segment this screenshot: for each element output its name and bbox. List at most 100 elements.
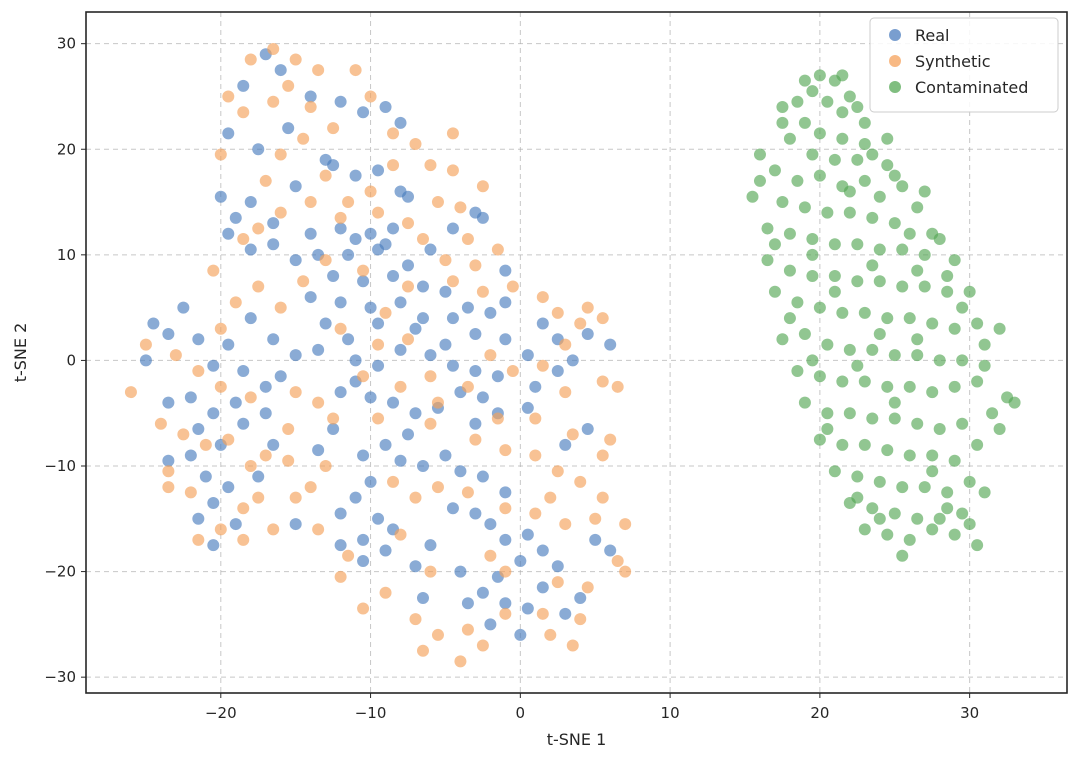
- real-point: [536, 581, 549, 594]
- synthetic-point: [416, 233, 429, 245]
- synthetic-point: [484, 349, 497, 362]
- real-point: [484, 618, 497, 631]
- real-point: [304, 90, 317, 103]
- real-point: [416, 591, 429, 604]
- contaminated-point: [956, 507, 969, 520]
- synthetic-point: [536, 607, 549, 620]
- real-point: [566, 354, 579, 367]
- synthetic-point: [312, 523, 325, 536]
- contaminated-point: [1008, 396, 1021, 409]
- legend-marker-synthetic: [889, 55, 901, 67]
- contaminated-point: [791, 364, 804, 377]
- contaminated-point: [813, 370, 826, 383]
- synthetic-point: [424, 159, 437, 172]
- contaminated-point: [941, 285, 954, 298]
- contaminated-point: [963, 518, 976, 531]
- real-point: [349, 233, 362, 245]
- contaminated-point: [813, 301, 826, 314]
- real-point: [334, 539, 347, 552]
- real-point: [364, 227, 377, 240]
- synthetic-point: [312, 64, 325, 77]
- contaminated-point: [881, 132, 894, 145]
- real-point: [499, 264, 512, 277]
- real-point: [499, 486, 512, 499]
- real-point: [289, 349, 302, 362]
- contaminated-point: [896, 481, 909, 494]
- real-point: [289, 518, 302, 531]
- real-point: [551, 560, 564, 573]
- real-point: [334, 507, 347, 520]
- contaminated-point: [896, 280, 909, 293]
- real-point: [252, 143, 265, 156]
- synthetic-point: [461, 233, 474, 245]
- synthetic-point: [267, 95, 280, 108]
- synthetic-point: [252, 491, 265, 504]
- synthetic-point: [162, 481, 175, 494]
- real-point: [327, 159, 340, 172]
- real-point: [416, 312, 429, 325]
- synthetic-point: [581, 581, 594, 594]
- real-point: [139, 354, 152, 367]
- contaminated-point: [851, 491, 864, 504]
- contaminated-point: [881, 380, 894, 393]
- real-point: [581, 328, 594, 341]
- synthetic-point: [327, 412, 340, 425]
- synthetic-point: [297, 132, 310, 145]
- synthetic-point: [304, 101, 317, 114]
- synthetic-point: [566, 639, 579, 652]
- real-point: [192, 512, 205, 525]
- contaminated-point: [933, 423, 946, 436]
- contaminated-point: [866, 211, 879, 224]
- synthetic-point: [416, 644, 429, 657]
- synthetic-point: [409, 613, 422, 626]
- y-tick-label: 0: [66, 351, 76, 369]
- contaminated-point: [821, 423, 834, 436]
- real-point: [244, 312, 257, 325]
- contaminated-point: [926, 465, 939, 478]
- y-tick-label: −30: [44, 668, 76, 686]
- real-point: [207, 407, 220, 420]
- x-tick-label: 10: [661, 704, 680, 722]
- contaminated-point: [836, 438, 849, 451]
- synthetic-point: [297, 275, 310, 288]
- synthetic-point: [289, 386, 302, 399]
- synthetic-point: [536, 291, 549, 304]
- synthetic-point: [402, 280, 415, 293]
- contaminated-point: [813, 169, 826, 182]
- contaminated-point: [776, 333, 789, 346]
- real-point: [409, 322, 422, 335]
- contaminated-point: [978, 359, 991, 372]
- synthetic-point: [252, 280, 265, 293]
- contaminated-point: [888, 396, 901, 409]
- synthetic-point: [222, 90, 235, 103]
- real-point: [259, 407, 272, 420]
- synthetic-point: [551, 465, 564, 478]
- contaminated-point: [783, 264, 796, 277]
- real-point: [454, 465, 467, 478]
- real-point: [446, 359, 459, 372]
- synthetic-point: [379, 306, 392, 319]
- real-point: [476, 211, 489, 224]
- contaminated-point: [963, 285, 976, 298]
- real-point: [312, 444, 325, 457]
- synthetic-point: [529, 507, 542, 520]
- synthetic-point: [304, 481, 317, 494]
- real-point: [364, 301, 377, 314]
- synthetic-point: [372, 206, 385, 219]
- real-point: [162, 454, 175, 467]
- synthetic-point: [559, 386, 572, 399]
- real-point: [469, 364, 482, 377]
- contaminated-point: [926, 317, 939, 330]
- contaminated-point: [776, 101, 789, 114]
- real-point: [162, 396, 175, 409]
- real-point: [274, 64, 287, 77]
- synthetic-point: [124, 386, 137, 399]
- synthetic-point: [424, 370, 437, 383]
- real-point: [416, 280, 429, 293]
- synthetic-point: [304, 196, 317, 209]
- real-point: [439, 338, 452, 351]
- contaminated-point: [783, 132, 796, 145]
- contaminated-point: [911, 417, 924, 430]
- contaminated-point: [828, 269, 841, 282]
